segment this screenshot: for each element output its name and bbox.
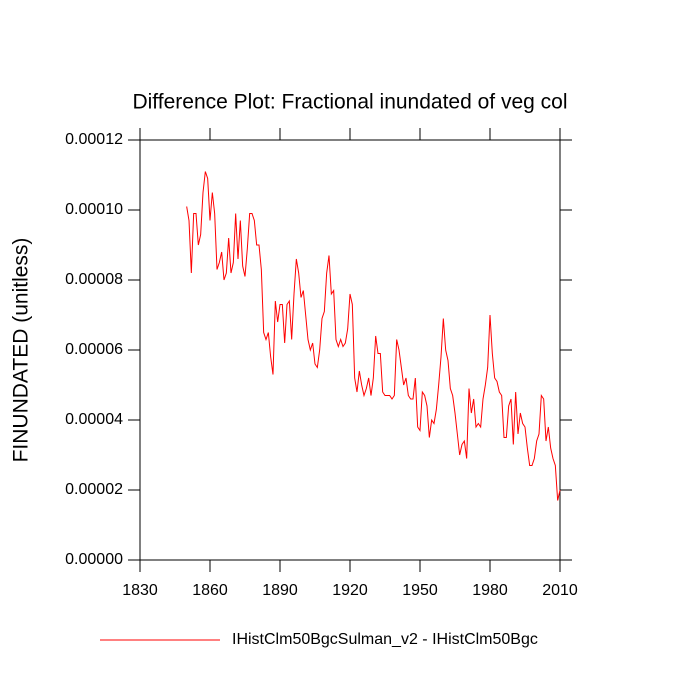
x-tick-label: 2010 bbox=[542, 582, 578, 599]
y-tick-label: 0.00010 bbox=[65, 201, 123, 218]
data-line bbox=[186, 171, 561, 501]
y-tick-label: 0.00004 bbox=[65, 411, 123, 428]
y-tick-label: 0.00000 bbox=[65, 551, 123, 568]
x-tick-label: 1860 bbox=[192, 582, 228, 599]
plot-frame bbox=[139, 139, 561, 561]
x-tick-label: 1920 bbox=[332, 582, 368, 599]
x-tick-label: 1830 bbox=[122, 582, 158, 599]
x-tick-label: 1950 bbox=[402, 582, 438, 599]
y-tick-label: 0.00008 bbox=[65, 271, 123, 288]
x-tick-label: 1890 bbox=[262, 582, 298, 599]
y-tick-label: 0.00012 bbox=[65, 131, 123, 148]
x-tick-label: 1980 bbox=[472, 582, 508, 599]
legend-label: IHistClm50BgcSulman_v2 - IHistClm50Bgc bbox=[232, 631, 538, 648]
y-axis-label: FINUNDATED (unitless) bbox=[10, 238, 33, 463]
y-tick-label: 0.00002 bbox=[65, 481, 123, 498]
y-tick-label: 0.00006 bbox=[65, 341, 123, 358]
chart-title: Difference Plot: Fractional inundated of… bbox=[132, 91, 567, 114]
